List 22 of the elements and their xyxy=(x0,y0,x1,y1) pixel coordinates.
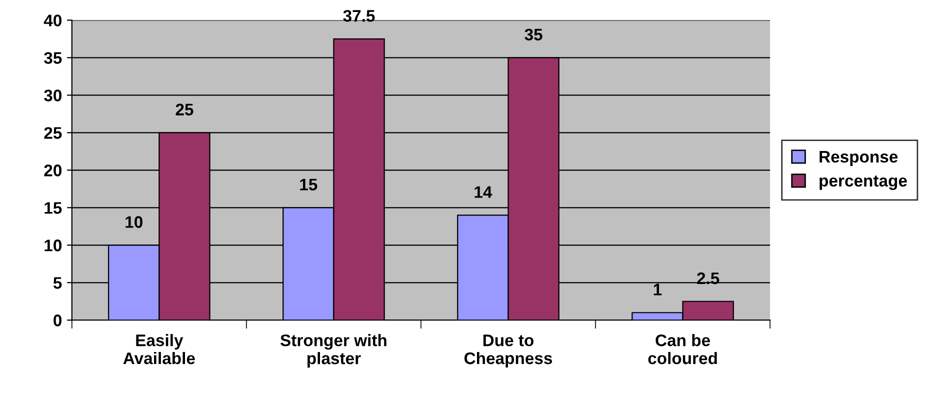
data-label: 35 xyxy=(524,28,542,41)
x-tick-label: Can be coloured xyxy=(648,334,717,364)
y-tick-label: 10 xyxy=(44,240,62,252)
y-tick-label: 35 xyxy=(44,52,62,64)
y-tick-label: 0 xyxy=(54,314,62,326)
data-label: 14 xyxy=(474,186,492,198)
data-label: 37.5 xyxy=(343,10,375,22)
y-tick-label: 5 xyxy=(53,277,62,289)
y-tick-label: 25 xyxy=(44,127,62,139)
x-tick-label: Stronger with plaster xyxy=(280,334,386,368)
data-label: 1 xyxy=(654,284,662,296)
data-label: 10 xyxy=(126,216,142,228)
y-tick-label: 30 xyxy=(44,90,62,102)
data-label: 25 xyxy=(176,104,194,116)
y-tick-label: 40 xyxy=(44,14,62,26)
y-tick-label: 20 xyxy=(44,164,62,176)
legend-label: percentage xyxy=(820,176,907,190)
y-tick-label: 15 xyxy=(44,202,62,214)
x-tick-label: Easily Available xyxy=(123,334,195,364)
data-label: 15 xyxy=(300,178,318,190)
legend-label: Response xyxy=(820,151,898,166)
x-tick-label: Due to Cheapness xyxy=(464,334,552,368)
